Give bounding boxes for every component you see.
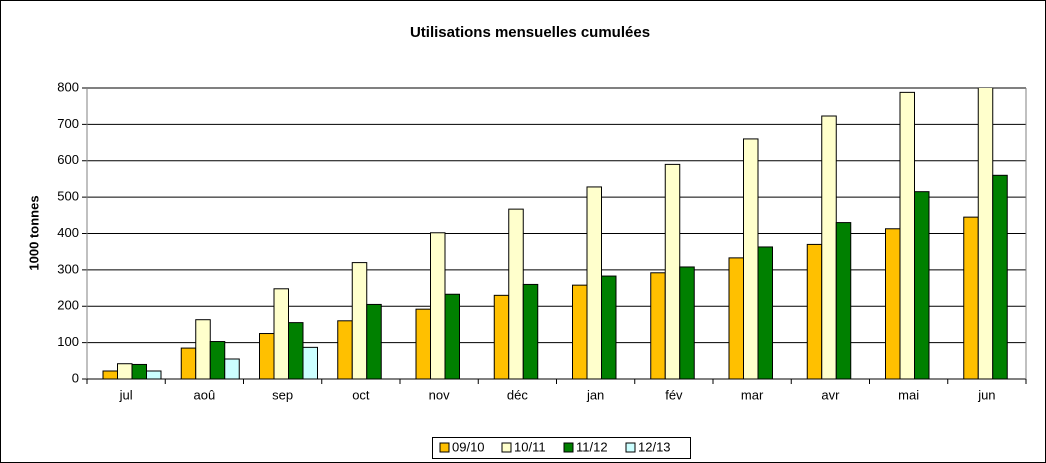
- bar: [131, 363, 147, 379]
- bar: [806, 243, 823, 379]
- bar: [351, 262, 368, 379]
- bar: [522, 283, 539, 379]
- y-axis-label: 1000 tonnes: [26, 195, 41, 270]
- bar: [899, 91, 915, 379]
- x-tick-label: mar: [741, 387, 764, 402]
- x-tick-label: avr: [821, 387, 840, 402]
- y-tick-label: 200: [57, 298, 79, 313]
- bar: [757, 246, 773, 379]
- bar: [679, 266, 695, 379]
- chart-title: Utilisations mensuelles cumulées: [410, 24, 650, 41]
- bar: [743, 138, 759, 379]
- bar: [209, 341, 226, 379]
- bar: [430, 232, 446, 379]
- bar: [650, 272, 666, 379]
- x-tick-label: aoû: [194, 387, 216, 402]
- bar: [914, 191, 930, 379]
- legend-label: 10/11: [514, 439, 546, 454]
- legend-label: 11/12: [576, 439, 608, 454]
- bar: [977, 88, 994, 379]
- bar: [601, 275, 617, 379]
- legend-label: 09/10: [452, 439, 485, 454]
- x-tick-label: fév: [665, 387, 683, 402]
- x-tick-label: déc: [507, 387, 528, 402]
- x-tick-label: jan: [586, 387, 604, 402]
- x-tick-label: mai: [898, 387, 919, 402]
- y-tick-label: 400: [57, 225, 79, 240]
- bar: [572, 284, 588, 379]
- x-tick-label: jun: [977, 387, 995, 402]
- y-tick-label: 300: [57, 261, 79, 276]
- bar: [493, 294, 510, 379]
- x-tick-label: jul: [119, 387, 133, 402]
- bar: [992, 174, 1008, 379]
- legend-swatch: [563, 442, 574, 453]
- bar: [444, 293, 460, 379]
- bar: [821, 115, 837, 379]
- bar: [195, 319, 211, 379]
- bar: [302, 346, 318, 379]
- bar: [146, 370, 162, 379]
- legend-swatch: [625, 442, 636, 453]
- legend-swatch: [501, 442, 512, 453]
- bar: [102, 370, 118, 379]
- y-tick-label: 600: [57, 152, 79, 167]
- legend-label: 12/13: [638, 439, 671, 454]
- bar: [366, 303, 382, 379]
- bar: [224, 358, 240, 379]
- y-tick-label: 700: [57, 116, 79, 131]
- bar: [180, 347, 197, 379]
- bar: [728, 257, 744, 379]
- y-tick-label: 0: [72, 370, 79, 385]
- bar: [259, 333, 275, 379]
- bar: [273, 288, 289, 379]
- y-tick-label: 800: [57, 79, 79, 94]
- y-tick-label: 500: [57, 189, 79, 204]
- bar: [117, 363, 133, 379]
- bar: [664, 163, 681, 379]
- x-tick-label: oct: [352, 387, 370, 402]
- y-tick-label: 100: [57, 334, 79, 349]
- x-tick-label: sep: [272, 387, 293, 402]
- x-tick-label: nov: [429, 387, 450, 402]
- bar: [337, 320, 353, 379]
- bar: [885, 228, 901, 379]
- bar: [288, 322, 304, 379]
- bar: [586, 186, 602, 379]
- bar: [415, 308, 431, 379]
- legend-swatch: [439, 442, 450, 453]
- bar: [508, 208, 524, 379]
- bar: [835, 222, 852, 379]
- bar: [963, 216, 979, 379]
